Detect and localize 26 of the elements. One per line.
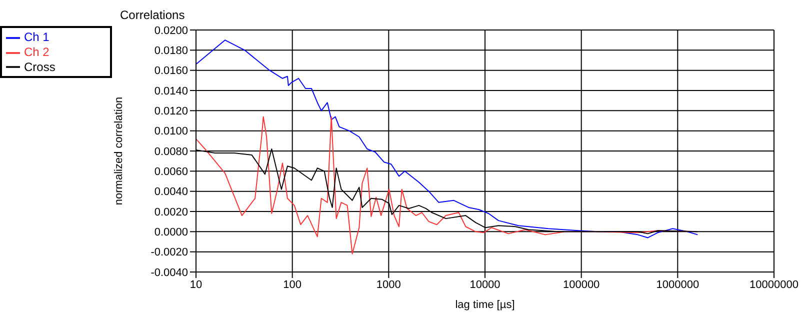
x-tick-label: 10000000 bbox=[750, 278, 798, 291]
chart-title: Correlations bbox=[120, 8, 185, 22]
y-tick-label: 0.0200 bbox=[154, 24, 188, 37]
x-tick-label: 1000 bbox=[376, 278, 401, 291]
y-tick-label: 0.0120 bbox=[154, 106, 188, 118]
legend-label: Cross bbox=[24, 60, 56, 74]
y-tick-label: 0.0180 bbox=[154, 45, 188, 58]
y-tick-label: 0.0140 bbox=[154, 85, 188, 98]
legend-label: Ch 1 bbox=[24, 30, 50, 44]
x-axis-title: lag time [µs] bbox=[455, 299, 515, 311]
y-tick-label: -0.0020 bbox=[150, 246, 188, 259]
y-tick-label: 0.0060 bbox=[154, 166, 188, 178]
x-tick-label: 1000000 bbox=[656, 278, 700, 291]
y-tick-label: 0.0160 bbox=[154, 65, 188, 78]
y-tick-label: 0.0100 bbox=[154, 126, 188, 138]
y-tick-label: 0.0020 bbox=[154, 206, 188, 218]
x-tick-label: 100000 bbox=[562, 278, 600, 291]
x-tick-label: 10 bbox=[190, 278, 202, 291]
y-tick-label: 0.0040 bbox=[154, 186, 188, 198]
legend-label: Ch 2 bbox=[24, 44, 50, 59]
y-tick-label: -0.0040 bbox=[150, 266, 188, 279]
x-tick-label: 10000 bbox=[470, 278, 500, 291]
x-tick-label: 100 bbox=[283, 278, 302, 291]
y-tick-label: 0.0000 bbox=[154, 226, 188, 239]
y-tick-label: 0.0080 bbox=[154, 146, 188, 158]
y-axis-title: normalized correlation bbox=[112, 96, 125, 206]
